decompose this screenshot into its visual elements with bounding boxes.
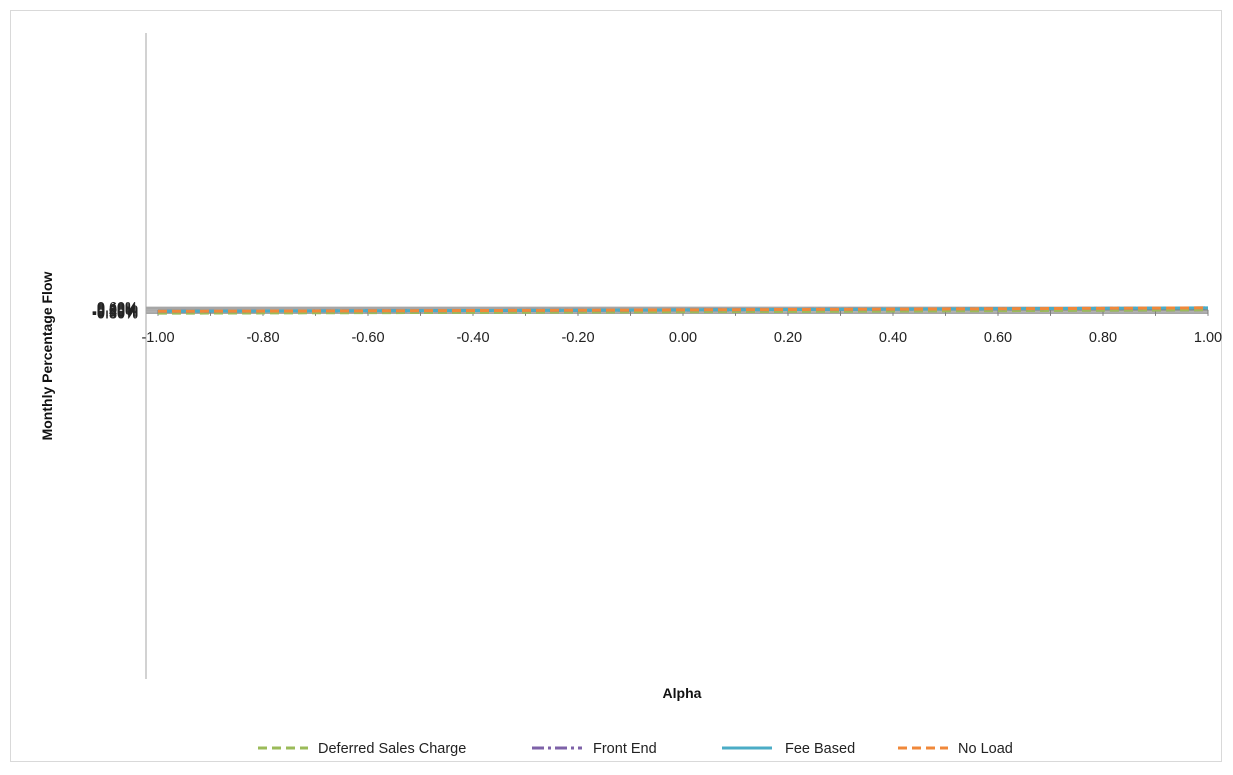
x-axis-title: Alpha: [663, 685, 702, 701]
series-line-no-load: [157, 306, 1209, 313]
x-tick-label: -0.40: [456, 330, 489, 346]
y-tick-label: 0.40%: [97, 301, 138, 317]
series-lines: [157, 306, 1209, 315]
x-tick-label: -0.60: [351, 330, 384, 346]
gridlines: [145, 33, 1208, 679]
y-axis-ticks: 0.60%0.40%0.20%0.00%-0.20%-0.40%-0.60%-0…: [92, 300, 138, 322]
y-tick-label: 0.60%: [97, 300, 138, 316]
x-tick-label: 0.00: [669, 330, 697, 346]
x-tick-label: 0.20: [774, 330, 802, 346]
x-tick-label: -1.00: [141, 330, 174, 346]
x-tick-label: -0.80: [246, 330, 279, 346]
y-tick-label: 0.20%: [97, 302, 138, 318]
series-line-deferred-sales-charge: [157, 308, 1209, 315]
y-tick-label: -0.20%: [92, 304, 138, 320]
legend-label-fee-based: Fee Based: [785, 741, 855, 757]
legend: Deferred Sales Charge Front End Fee Based N…: [258, 741, 1013, 757]
x-axis-ticks: -1.00 -0.80 -0.60 -0.40 -0.20 0.00 0.20 0.40 0.6…: [141, 330, 1222, 346]
legend-label-no-load: No Load: [958, 741, 1013, 757]
x-tick-label: 0.80: [1089, 330, 1117, 346]
y-tick-label: -0.60%: [92, 306, 138, 322]
y-tick-label: 0.00%: [97, 303, 138, 319]
y-tick-label: -0.80%: [92, 307, 138, 323]
x-tick-label: 1.00: [1194, 330, 1222, 346]
y-tick-label: -0.40%: [92, 305, 138, 321]
y-axis-title: Monthly Percentage Flow: [39, 271, 55, 440]
x-tick-label: -0.20: [561, 330, 594, 346]
legend-label-deferred-sales-charge: Deferred Sales Charge: [318, 741, 466, 757]
x-tick-label: 0.40: [879, 330, 907, 346]
legend-label-front-end: Front End: [593, 741, 657, 757]
chart-frame: [10, 10, 1222, 762]
x-tick-label: 0.60: [984, 330, 1012, 346]
